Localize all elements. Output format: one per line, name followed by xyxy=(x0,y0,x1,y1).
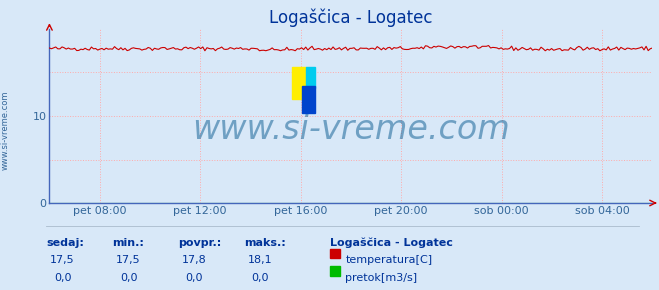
Text: 18,1: 18,1 xyxy=(248,255,273,265)
Title: Logaščica - Logatec: Logaščica - Logatec xyxy=(269,9,433,28)
Bar xyxy=(306,67,316,88)
Text: Logaščica - Logatec: Logaščica - Logatec xyxy=(330,238,452,248)
Bar xyxy=(293,67,306,99)
Text: 0,0: 0,0 xyxy=(54,273,71,282)
Text: temperatura[C]: temperatura[C] xyxy=(345,255,432,265)
Text: www.si-vreme.com: www.si-vreme.com xyxy=(192,113,510,146)
Text: maks.:: maks.: xyxy=(244,238,285,248)
Text: 0,0: 0,0 xyxy=(252,273,269,282)
Text: www.si-vreme.com: www.si-vreme.com xyxy=(1,91,10,170)
Text: 0,0: 0,0 xyxy=(120,273,137,282)
Text: 17,5: 17,5 xyxy=(116,255,141,265)
Text: povpr.:: povpr.: xyxy=(178,238,221,248)
Text: 17,8: 17,8 xyxy=(182,255,207,265)
Text: 0,0: 0,0 xyxy=(186,273,203,282)
Bar xyxy=(302,86,316,113)
Text: pretok[m3/s]: pretok[m3/s] xyxy=(345,273,417,282)
Text: sedaj:: sedaj: xyxy=(46,238,84,248)
Text: min.:: min.: xyxy=(112,238,144,248)
Text: 17,5: 17,5 xyxy=(50,255,75,265)
